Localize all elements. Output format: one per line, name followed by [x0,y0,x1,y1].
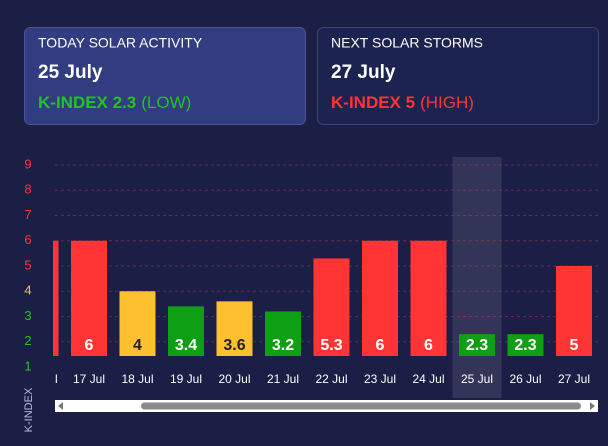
x-tick-label: 25 Jul [461,372,493,386]
y-tick-label: 7 [24,207,31,222]
x-tick-label: 26 Jul [509,372,541,386]
scroll-right-arrow[interactable] [590,402,595,410]
bar-value-label: 2.3 [466,337,488,354]
x-tick-label: 18 Jul [121,372,153,386]
index-label: K-INDEX 5 [331,93,415,112]
y-tick-label: 1 [24,358,31,373]
scrollbar-thumb[interactable] [141,402,581,410]
bar [71,240,107,356]
x-tick-label: 21 Jul [267,372,299,386]
bar-value-label: 3.4 [175,337,197,354]
bar-value-label: 5 [570,337,579,354]
bar [168,306,204,356]
y-axis-label: K-INDEX [23,387,35,432]
bar-value-label: 6 [376,337,385,354]
bar-value-label: 2.3 [514,337,536,354]
highlight-column [452,157,502,398]
x-tick-label: 23 Jul [364,372,396,386]
storm-card [317,27,599,125]
x-tick-label: 17 Jul [73,372,105,386]
x-tick-label: 22 Jul [315,372,347,386]
bar [265,311,301,356]
card-index: K-INDEX 5 (HIGH) [331,93,474,112]
scroll-left-arrow[interactable] [58,402,63,410]
bar [362,240,398,356]
bar-value-label: 6 [85,337,94,354]
x-tick-label: 19 Jul [170,372,202,386]
y-tick-label: 2 [24,333,31,348]
y-tick-label: 3 [24,308,31,323]
bar-value-label: 4 [133,337,142,354]
x-tick-label: 24 Jul [412,372,444,386]
bar [53,240,59,356]
y-tick-label: 8 [24,182,31,197]
card-date: 25 July [38,62,103,83]
bar [216,301,253,356]
x-tick-label: l [55,372,58,386]
bar [410,240,447,356]
card-date: 27 July [331,62,396,83]
bar [313,258,350,356]
x-tick-label: 20 Jul [218,372,250,386]
y-tick-label: 9 [24,156,31,171]
y-tick-label: 4 [24,283,31,298]
x-tick-label: 27 Jul [558,372,590,386]
bar-value-label: 3.6 [223,337,245,354]
bar-value-label: 6 [424,337,433,354]
bar-value-label: 3.2 [272,337,294,354]
bar [507,334,544,356]
bar [119,291,156,356]
today-card [24,27,306,125]
bar [556,266,592,356]
index-level: (HIGH) [420,93,474,112]
index-label: K-INDEX 2.3 [38,93,136,112]
y-tick-label: 5 [24,257,31,272]
bar [459,334,495,356]
y-tick-label: 6 [24,232,31,247]
card-index: K-INDEX 2.3 (LOW) [38,93,191,112]
index-level: (LOW) [141,93,191,112]
card-heading: NEXT SOLAR STORMS [331,35,483,51]
bar-value-label: 6 [36,337,45,354]
card-heading: TODAY SOLAR ACTIVITY [38,35,203,51]
bar-value-label: 5.3 [320,337,342,354]
